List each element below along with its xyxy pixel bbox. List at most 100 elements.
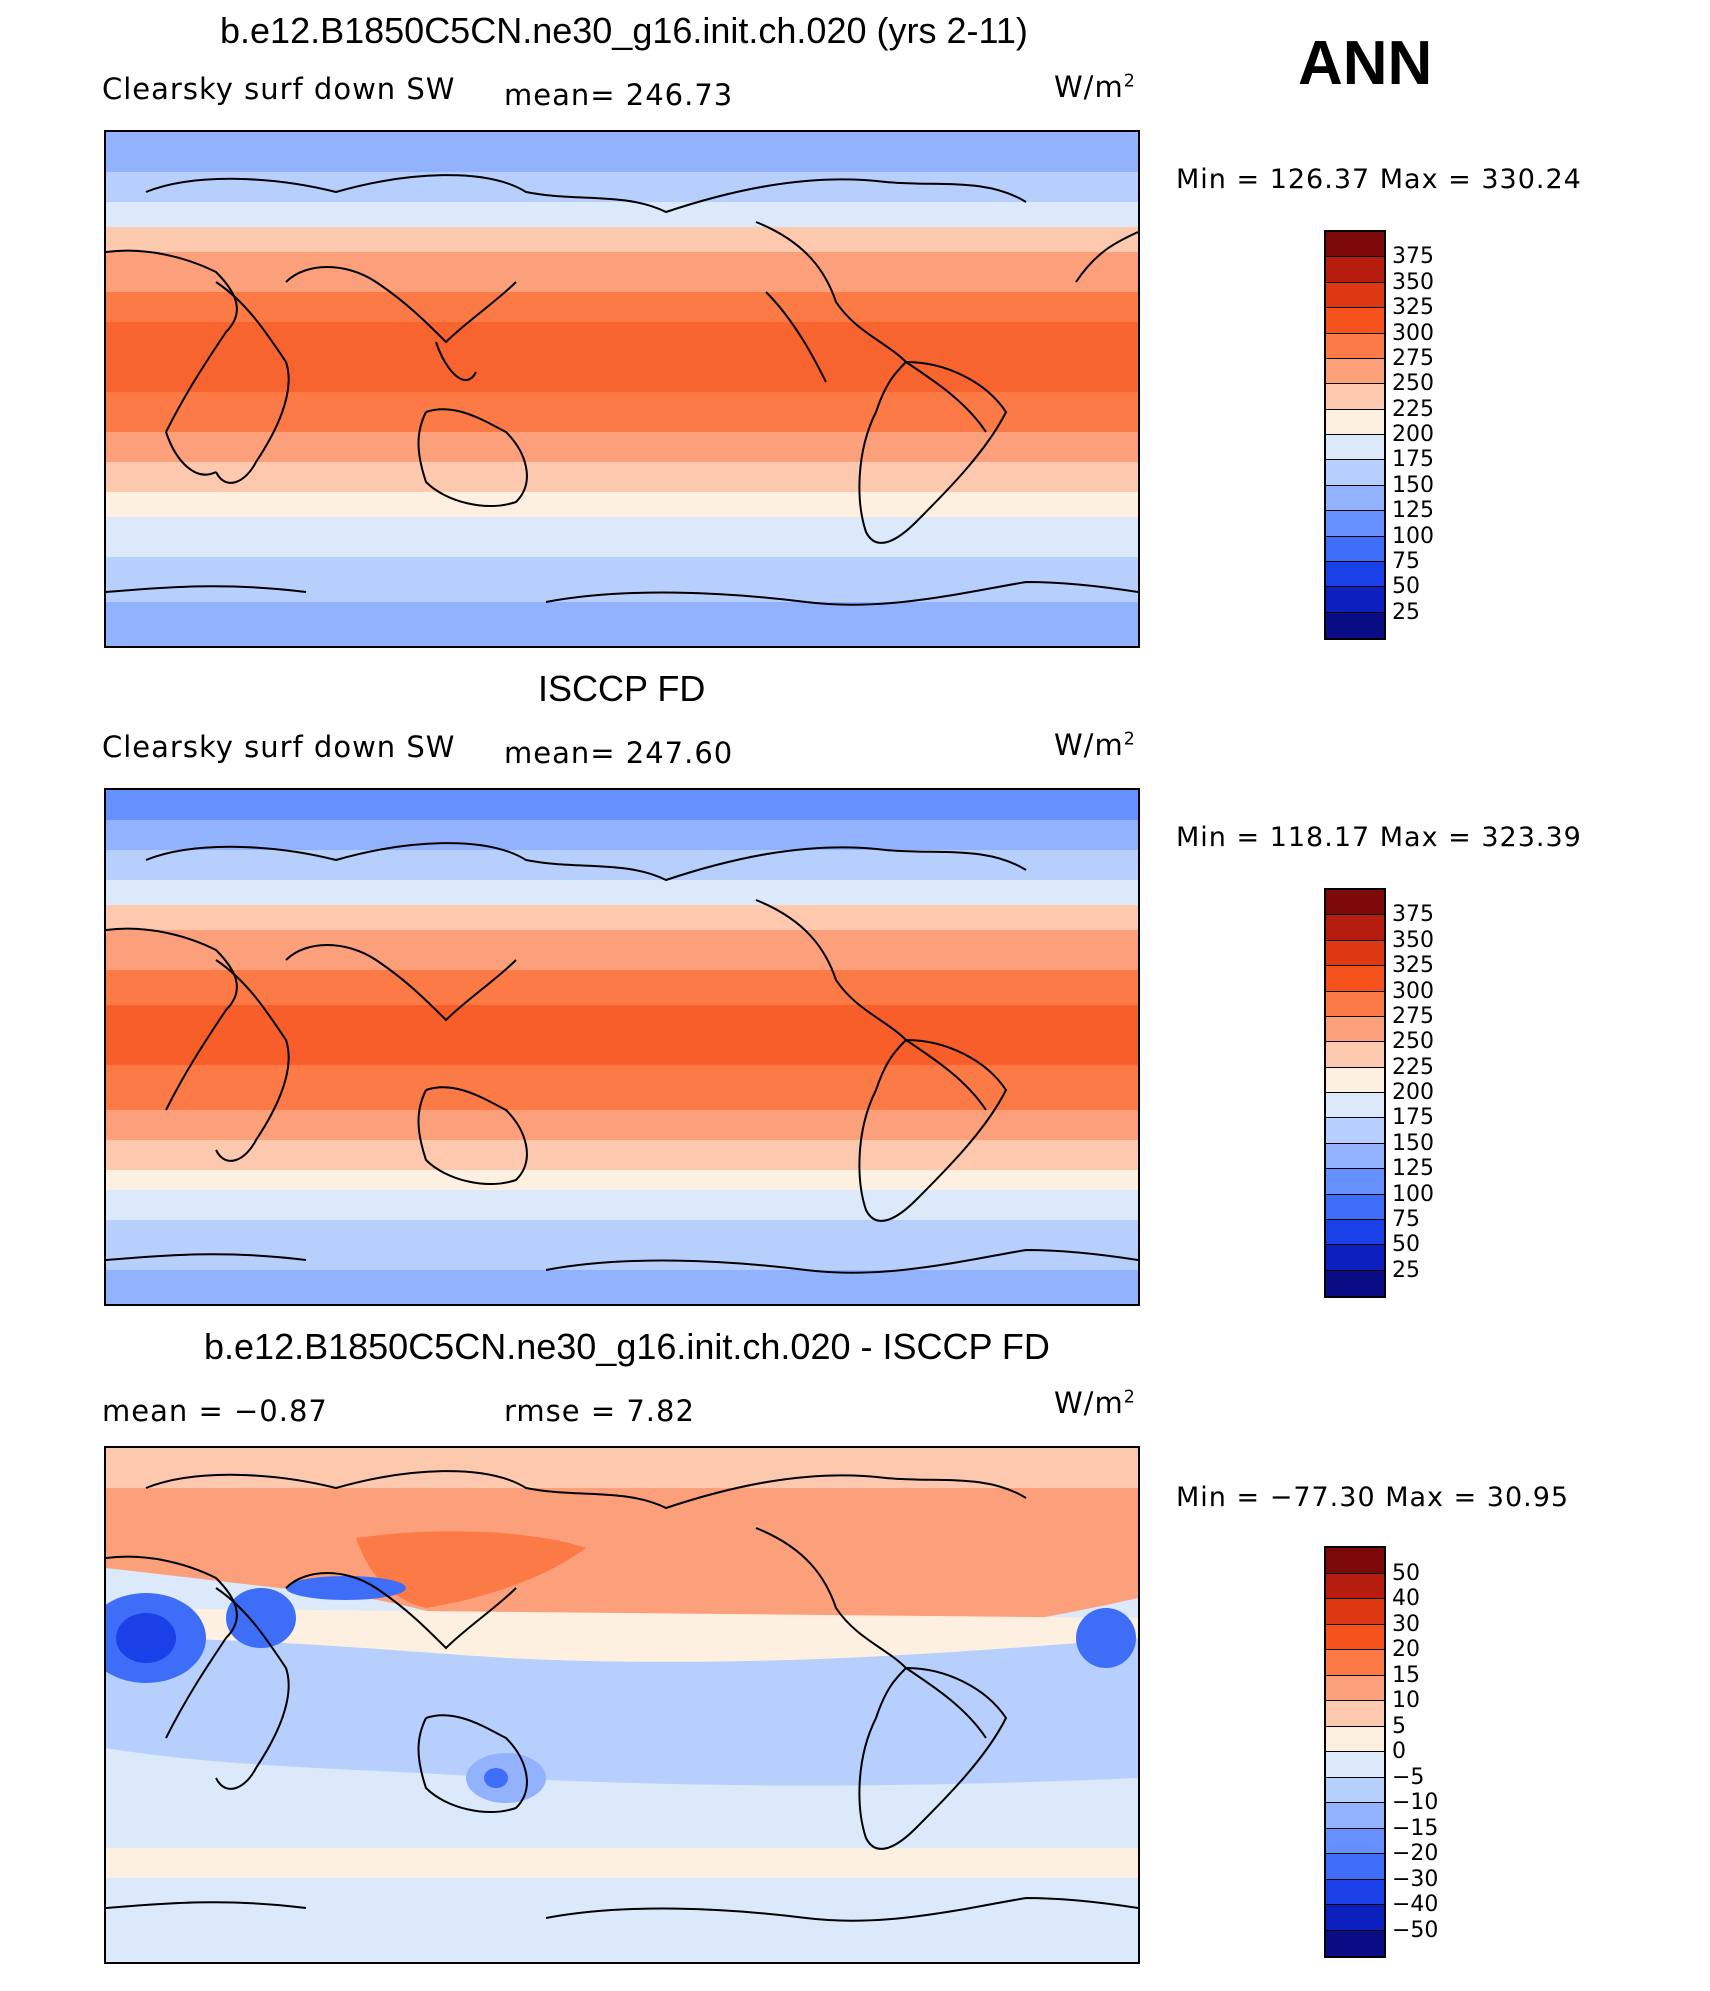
colorbar-swatch bbox=[1326, 1169, 1384, 1195]
colorbar-level-label: 30 bbox=[1392, 1611, 1420, 1637]
colorbar-swatch bbox=[1326, 1599, 1384, 1625]
colorbar-swatch bbox=[1326, 1143, 1384, 1170]
colorbar-swatch bbox=[1326, 1245, 1384, 1271]
colorbar-swatch bbox=[1326, 232, 1384, 258]
colorbar-level-label: −15 bbox=[1392, 1815, 1439, 1841]
season-label: ANN bbox=[1298, 29, 1433, 98]
colorbar-swatch bbox=[1326, 1803, 1384, 1829]
panel-2-minmax: Min = 118.17 Max = 323.39 bbox=[1176, 822, 1582, 853]
colorbar-level-label: 325 bbox=[1392, 295, 1434, 321]
colorbar-swatch bbox=[1326, 308, 1384, 334]
colorbar-level-label: 175 bbox=[1392, 447, 1434, 473]
colorbar-swatch bbox=[1326, 435, 1384, 461]
colorbar-level-label: −20 bbox=[1392, 1841, 1439, 1866]
colorbar-swatch bbox=[1326, 1118, 1384, 1144]
panel-2-units: W/m2 bbox=[1054, 728, 1136, 762]
colorbar-swatch bbox=[1326, 460, 1384, 486]
colorbar-swatch bbox=[1326, 1219, 1384, 1246]
colorbar-level-label: −5 bbox=[1392, 1764, 1425, 1790]
colorbar-swatch bbox=[1326, 511, 1384, 537]
colorbar-swatch bbox=[1326, 257, 1384, 283]
colorbar-level-label: 125 bbox=[1392, 498, 1434, 524]
colorbar-level-label: 5 bbox=[1392, 1713, 1406, 1739]
colorbar-level-label: 75 bbox=[1392, 1206, 1420, 1232]
colorbar-level-label: −30 bbox=[1392, 1866, 1439, 1892]
colorbar-level-label: 50 bbox=[1392, 1560, 1420, 1586]
colorbar-level-label: 50 bbox=[1392, 574, 1420, 600]
colorbar-level-label: −50 bbox=[1392, 1917, 1439, 1943]
panel-2-mean-label: mean= 247.60 bbox=[504, 736, 734, 770]
colorbar-swatch bbox=[1326, 587, 1384, 613]
colorbar-level-label: 225 bbox=[1392, 1054, 1434, 1080]
panel-1-colorbar bbox=[1324, 230, 1386, 640]
colorbar-swatch bbox=[1326, 1067, 1384, 1093]
colorbar-swatch bbox=[1326, 1701, 1384, 1727]
colorbar-swatch bbox=[1326, 1675, 1384, 1701]
colorbar-level-label: 0 bbox=[1392, 1739, 1406, 1764]
colorbar-level-label: 375 bbox=[1392, 902, 1434, 928]
colorbar-level-label: 10 bbox=[1392, 1688, 1420, 1713]
colorbar-level-label: 250 bbox=[1392, 1029, 1434, 1055]
panel-1-variable-label: Clearsky surf down SW bbox=[102, 72, 456, 106]
colorbar-swatch bbox=[1326, 612, 1384, 638]
colorbar-swatch bbox=[1326, 282, 1384, 309]
colorbar-swatch bbox=[1326, 1194, 1384, 1220]
colorbar-swatch bbox=[1326, 991, 1384, 1017]
colorbar-level-label: 200 bbox=[1392, 422, 1434, 447]
colorbar-swatch bbox=[1326, 409, 1384, 435]
colorbar-swatch bbox=[1326, 1016, 1384, 1043]
colorbar-swatch bbox=[1326, 1879, 1384, 1905]
colorbar-level-label: 15 bbox=[1392, 1662, 1420, 1688]
colorbar-swatch bbox=[1326, 1548, 1384, 1574]
panel-3-mean-label: mean = −0.87 bbox=[102, 1394, 328, 1428]
colorbar-level-label: 50 bbox=[1392, 1232, 1420, 1258]
panel-3-colorbar bbox=[1324, 1546, 1386, 1958]
colorbar-swatch bbox=[1326, 966, 1384, 992]
colorbar-swatch bbox=[1326, 915, 1384, 941]
colorbar-level-label: 250 bbox=[1392, 371, 1434, 397]
panel-1-map bbox=[104, 130, 1140, 648]
panel-1-minmax: Min = 126.37 Max = 330.24 bbox=[1176, 164, 1582, 195]
colorbar-swatch bbox=[1326, 1752, 1384, 1778]
colorbar-level-label: 300 bbox=[1392, 978, 1434, 1004]
colorbar-swatch bbox=[1326, 1905, 1384, 1931]
colorbar-level-label: −10 bbox=[1392, 1790, 1439, 1815]
colorbar-level-label: 100 bbox=[1392, 523, 1434, 549]
colorbar-swatch bbox=[1326, 1930, 1384, 1956]
colorbar-swatch bbox=[1326, 890, 1384, 916]
colorbar-level-label: −40 bbox=[1392, 1892, 1439, 1917]
colorbar-level-label: 75 bbox=[1392, 548, 1420, 574]
panel-2-variable-label: Clearsky surf down SW bbox=[102, 730, 456, 764]
colorbar-swatch bbox=[1326, 1650, 1384, 1676]
colorbar-level-label: 175 bbox=[1392, 1105, 1434, 1131]
colorbar-level-label: 200 bbox=[1392, 1080, 1434, 1105]
colorbar-swatch bbox=[1326, 384, 1384, 410]
colorbar-level-label: 25 bbox=[1392, 1257, 1420, 1283]
colorbar-swatch bbox=[1326, 1270, 1384, 1296]
colorbar-level-label: 20 bbox=[1392, 1637, 1420, 1662]
panel-3-title: b.e12.B1850C5CN.ne30_g16.init.ch.020 - I… bbox=[204, 1326, 1050, 1367]
panel-2-colorbar bbox=[1324, 888, 1386, 1298]
colorbar-level-label: 125 bbox=[1392, 1156, 1434, 1182]
colorbar-level-label: 300 bbox=[1392, 320, 1434, 346]
colorbar-level-label: 375 bbox=[1392, 244, 1434, 270]
panel-3-map bbox=[104, 1446, 1140, 1964]
colorbar-swatch bbox=[1326, 1573, 1384, 1599]
colorbar-level-label: 350 bbox=[1392, 269, 1434, 295]
colorbar-level-label: 350 bbox=[1392, 927, 1434, 953]
colorbar-level-label: 25 bbox=[1392, 599, 1420, 625]
colorbar-level-label: 100 bbox=[1392, 1181, 1434, 1207]
colorbar-level-label: 150 bbox=[1392, 1130, 1434, 1156]
colorbar-swatch bbox=[1326, 358, 1384, 385]
colorbar-level-label: 150 bbox=[1392, 472, 1434, 498]
panel-2-map bbox=[104, 788, 1140, 1306]
panel-2-title: ISCCP FD bbox=[538, 668, 706, 709]
colorbar-level-label: 225 bbox=[1392, 396, 1434, 422]
colorbar-swatch bbox=[1326, 536, 1384, 562]
colorbar-swatch bbox=[1326, 561, 1384, 588]
colorbar-level-label: 275 bbox=[1392, 1003, 1434, 1029]
panel-1-title: b.e12.B1850C5CN.ne30_g16.init.ch.020 (yr… bbox=[220, 10, 1028, 51]
colorbar-swatch bbox=[1326, 1828, 1384, 1854]
panel-3-rmse-label: rmse = 7.82 bbox=[504, 1394, 695, 1428]
colorbar-swatch bbox=[1326, 1777, 1384, 1803]
